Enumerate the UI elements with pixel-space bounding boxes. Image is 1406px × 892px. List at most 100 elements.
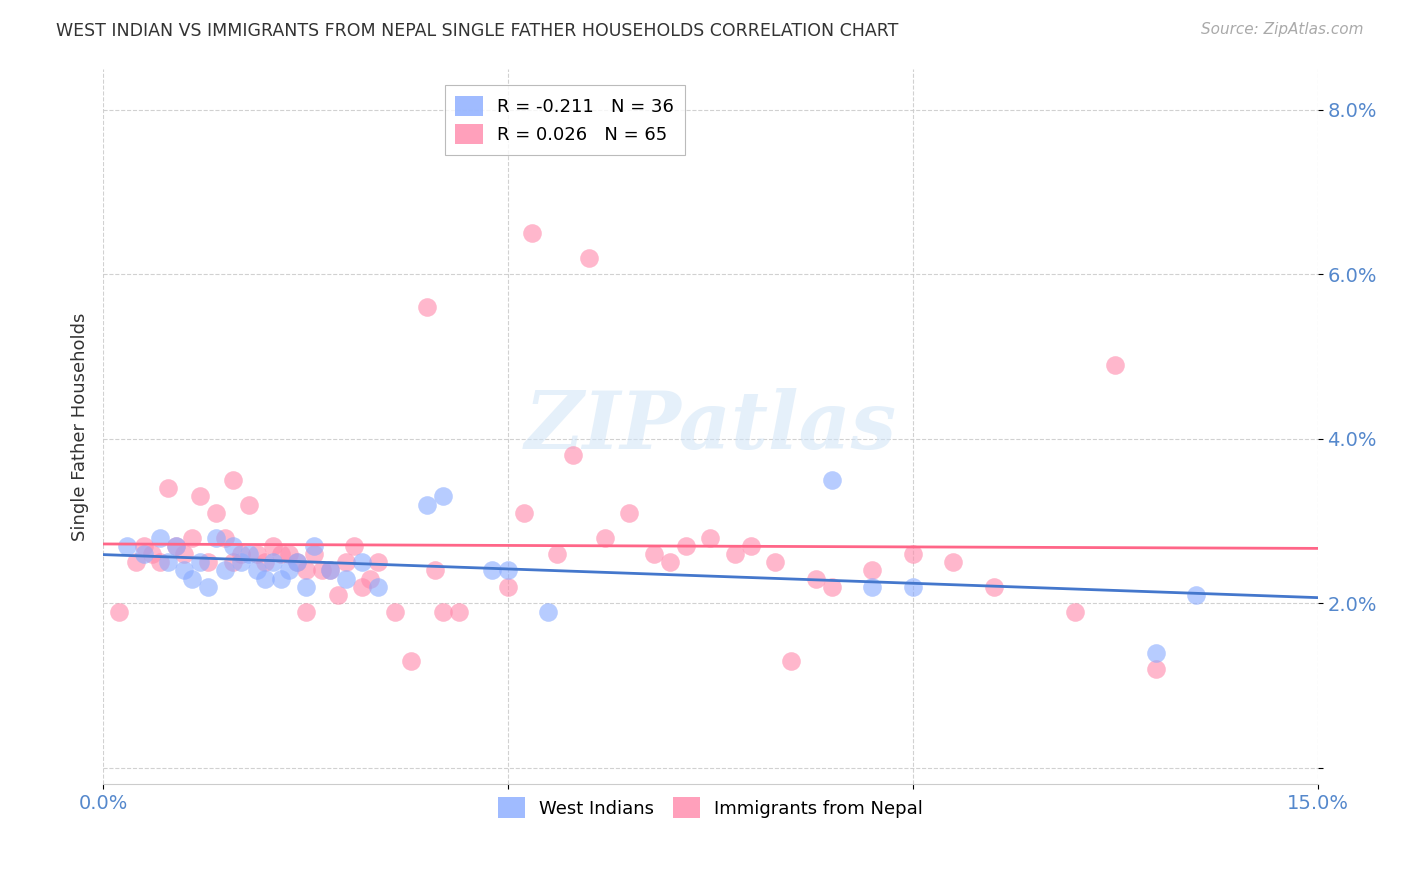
Point (901, 547, 924, 561)
Point (294, 605, 316, 619)
Point (229, 555, 252, 569)
Point (311, 564, 333, 578)
Text: Source: ZipAtlas.com: Source: ZipAtlas.com (1201, 22, 1364, 37)
Point (197, 580, 219, 594)
Point (287, 555, 309, 569)
Point (860, 580, 883, 594)
Point (352, 555, 374, 569)
Point (246, 564, 269, 578)
Point (124, 555, 146, 569)
Point (205, 531, 228, 545)
Point (804, 572, 827, 586)
Point (214, 531, 236, 545)
Point (675, 539, 697, 553)
Point (416, 498, 439, 512)
Point (699, 531, 721, 545)
Point (352, 580, 374, 594)
Point (1104, 358, 1126, 372)
Point (343, 539, 366, 553)
Point (278, 564, 301, 578)
Point (302, 547, 325, 561)
Point (262, 539, 284, 553)
Point (578, 251, 600, 265)
Point (821, 473, 844, 487)
Point (740, 539, 762, 553)
Point (165, 539, 187, 553)
Point (221, 555, 243, 569)
Point (197, 555, 219, 569)
Point (132, 547, 155, 561)
Point (942, 555, 965, 569)
Point (287, 555, 309, 569)
Point (1185, 588, 1208, 602)
Point (432, 490, 454, 504)
Point (149, 555, 172, 569)
Point (188, 555, 211, 569)
Point (141, 547, 163, 561)
Text: ZIPatlas: ZIPatlas (524, 388, 897, 466)
Point (254, 572, 277, 586)
Point (319, 564, 342, 578)
Point (496, 564, 519, 578)
Point (496, 580, 519, 594)
Point (294, 564, 316, 578)
Point (416, 300, 439, 314)
Point (238, 498, 260, 512)
Point (643, 547, 665, 561)
Legend: West Indians, Immigrants from Nepal: West Indians, Immigrants from Nepal (491, 790, 931, 825)
Point (481, 564, 503, 578)
Point (132, 539, 155, 553)
Point (173, 547, 195, 561)
Point (270, 572, 292, 586)
Y-axis label: Single Father Households: Single Father Households (72, 312, 89, 541)
Point (156, 555, 179, 569)
Point (537, 605, 560, 619)
Point (156, 481, 179, 495)
Point (319, 564, 342, 578)
Point (181, 531, 204, 545)
Point (821, 580, 844, 594)
Point (423, 564, 446, 578)
Point (117, 539, 139, 553)
Point (221, 539, 243, 553)
Point (384, 605, 406, 619)
Point (522, 226, 544, 240)
Point (860, 564, 883, 578)
Point (449, 605, 471, 619)
Point (367, 580, 389, 594)
Point (302, 539, 325, 553)
Point (658, 555, 681, 569)
Point (335, 555, 357, 569)
Point (221, 473, 243, 487)
Point (724, 547, 747, 561)
Point (246, 547, 269, 561)
Point (238, 547, 260, 561)
Point (294, 580, 316, 594)
Point (270, 547, 292, 561)
Point (149, 531, 172, 545)
Point (262, 555, 284, 569)
Point (278, 547, 301, 561)
Point (561, 448, 583, 462)
Point (229, 547, 252, 561)
Point (619, 506, 641, 520)
Point (1063, 605, 1085, 619)
Point (173, 564, 195, 578)
Text: WEST INDIAN VS IMMIGRANTS FROM NEPAL SINGLE FATHER HOUSEHOLDS CORRELATION CHART: WEST INDIAN VS IMMIGRANTS FROM NEPAL SIN… (56, 22, 898, 40)
Point (513, 506, 536, 520)
Point (546, 547, 568, 561)
Point (188, 490, 211, 504)
Point (1144, 646, 1167, 660)
Point (326, 588, 349, 602)
Point (432, 605, 454, 619)
Point (367, 555, 389, 569)
Point (165, 539, 187, 553)
Point (181, 572, 204, 586)
Point (763, 555, 786, 569)
Point (335, 572, 357, 586)
Point (254, 555, 277, 569)
Point (359, 572, 381, 586)
Point (593, 531, 616, 545)
Point (108, 605, 131, 619)
Point (205, 506, 228, 520)
